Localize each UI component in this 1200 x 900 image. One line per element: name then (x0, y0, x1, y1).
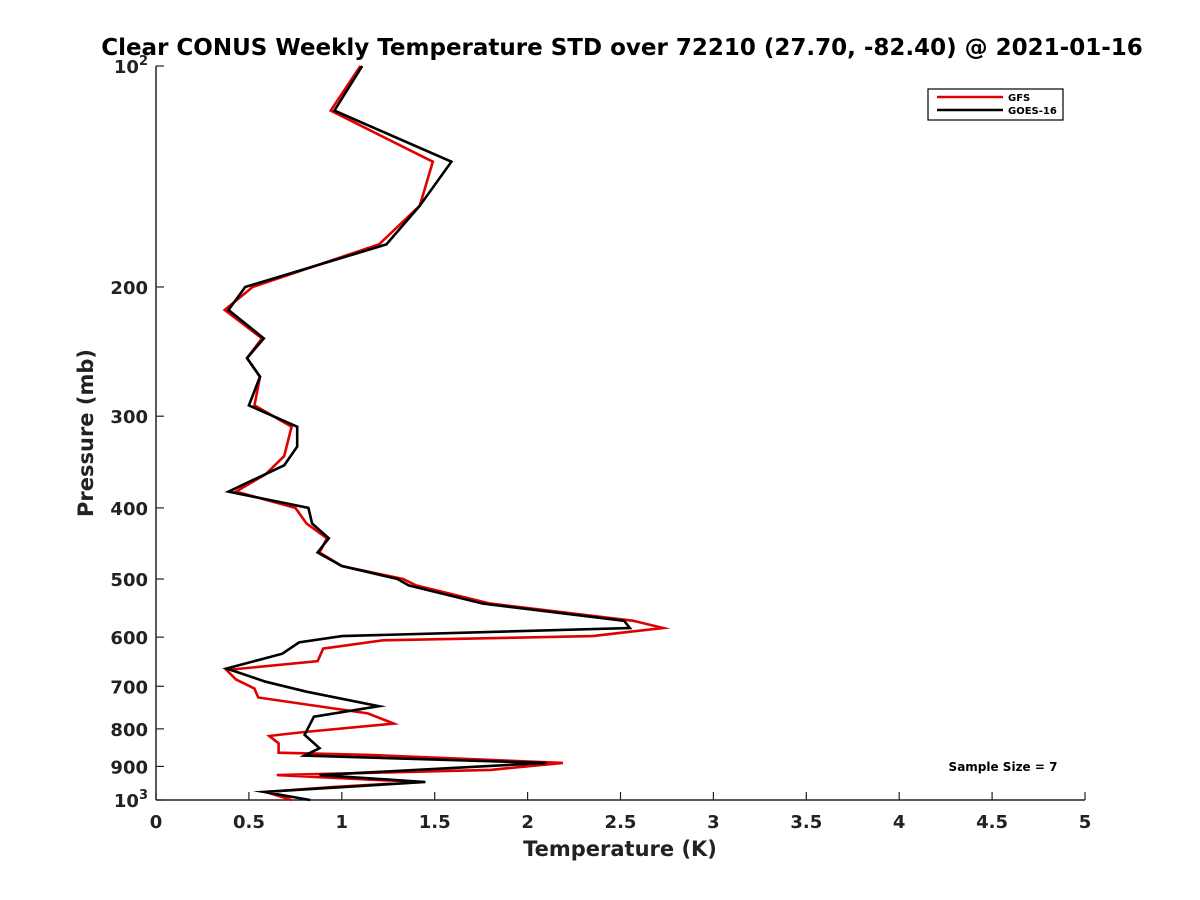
x-axis-label: Temperature (K) (523, 837, 717, 861)
x-tick-label: 1.5 (419, 812, 451, 833)
chart-title: Clear CONUS Weekly Temperature STD over … (101, 35, 1143, 61)
y-tick-label: 900 (110, 757, 148, 778)
y-tick-label: 200 (110, 278, 148, 299)
legend: GFS GOES-16 (927, 88, 1064, 121)
x-tick-label: 4 (893, 812, 906, 833)
y-tick-label: 700 (110, 677, 148, 698)
x-tick-label: 3.5 (790, 812, 822, 833)
x-tick-label: 4.5 (976, 812, 1008, 833)
y-tick-label: 300 (110, 407, 148, 428)
x-tick-label: 0.5 (233, 812, 265, 833)
y-tick-label-exponent: 3 (139, 788, 148, 803)
y-tick-label-base: 10 (114, 57, 139, 78)
x-tick-label: 2.5 (605, 812, 637, 833)
y-tick-label-base: 10 (114, 791, 139, 812)
x-tick-label: 2 (521, 812, 534, 833)
y-tick-label: 500 (110, 570, 148, 591)
x-tick-label: 1 (336, 812, 349, 833)
plot-area (156, 66, 1085, 800)
x-axis-ticks: 0 0.5 1 1.5 2 2.5 3 3.5 4 4.5 5 (150, 792, 1092, 833)
y-tick-label: 102 (114, 54, 148, 78)
y-tick-label: 800 (110, 720, 148, 741)
y-tick-label-exponent: 2 (139, 54, 148, 69)
series-lines (222, 65, 671, 802)
x-tick-label: 5 (1079, 812, 1092, 833)
series-line-goes-16 (222, 65, 633, 802)
legend-label: GFS (1008, 93, 1030, 104)
legend-box (927, 88, 1064, 121)
x-tick-label: 3 (707, 812, 720, 833)
y-tick-label: 400 (110, 499, 148, 520)
x-tick-label: 0 (150, 812, 163, 833)
legend-label: GOES-16 (1008, 106, 1057, 117)
y-tick-label: 103 (114, 788, 148, 812)
y-tick-label: 600 (110, 628, 148, 649)
y-axis-label: Pressure (mb) (74, 349, 98, 517)
sample-size-annotation: Sample Size = 7 (949, 760, 1058, 774)
